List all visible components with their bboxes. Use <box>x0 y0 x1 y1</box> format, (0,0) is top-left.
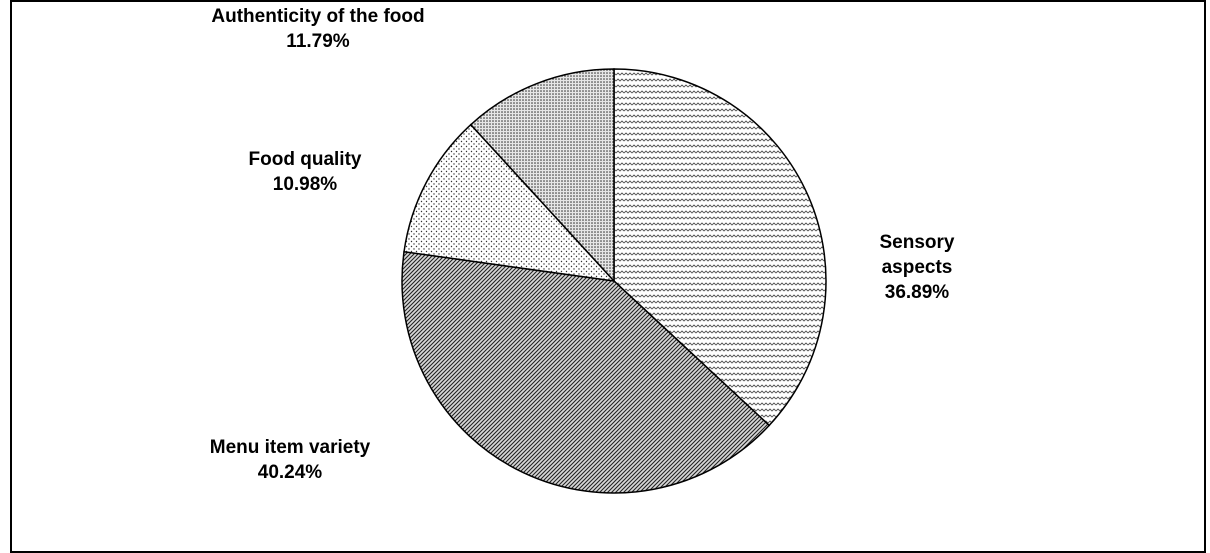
pie-slice-2 <box>403 123 616 283</box>
slice-value-label: 11.79% <box>286 31 349 52</box>
slice-category-label: aspects <box>882 257 953 278</box>
slice-value-label: 10.98% <box>273 174 338 195</box>
pie-slice-1 <box>401 250 771 494</box>
slice-category-label: Sensory <box>880 232 955 253</box>
slice-value-label: 40.24% <box>258 462 323 483</box>
slice-label-0: Sensory aspects 36.89% <box>880 232 955 303</box>
slice-category-label: Food quality <box>249 149 362 170</box>
pie-slice-0 <box>613 68 827 427</box>
slice-category-label: Menu item variety <box>210 437 371 458</box>
slice-label-2: Food quality 10.98% <box>249 149 362 195</box>
slice-category-label: Authenticity of the food <box>211 6 424 27</box>
slice-label-3: Authenticity of the food 11.79% <box>211 6 424 52</box>
slice-label-1: Menu item variety 40.24% <box>210 437 371 483</box>
slice-value-label: 36.89% <box>885 282 950 303</box>
pie-slice-3 <box>469 68 615 283</box>
